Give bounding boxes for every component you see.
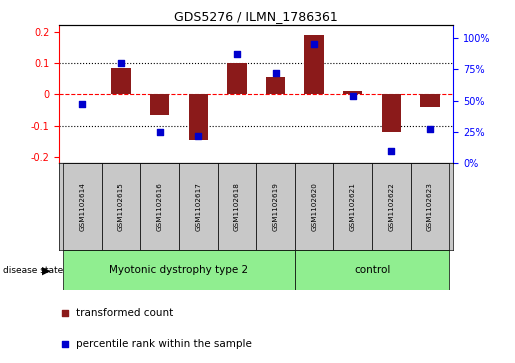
Title: GDS5276 / ILMN_1786361: GDS5276 / ILMN_1786361 — [175, 10, 338, 23]
Bar — [140, 163, 179, 250]
Bar — [63, 163, 102, 250]
Bar — [188, 94, 208, 140]
Bar — [63, 250, 295, 290]
Bar — [111, 68, 131, 94]
Point — [194, 133, 202, 139]
Text: GSM1102614: GSM1102614 — [79, 183, 85, 231]
Text: percentile rank within the sample: percentile rank within the sample — [76, 339, 252, 349]
Text: GSM1102616: GSM1102616 — [157, 183, 163, 231]
Bar — [410, 163, 449, 250]
Text: GSM1102619: GSM1102619 — [272, 183, 279, 231]
Point — [387, 148, 396, 154]
Bar — [295, 250, 449, 290]
Point — [117, 60, 125, 66]
Text: GSM1102617: GSM1102617 — [195, 183, 201, 231]
Text: GSM1102615: GSM1102615 — [118, 183, 124, 231]
Text: GSM1102620: GSM1102620 — [311, 183, 317, 231]
Bar — [295, 163, 334, 250]
Point — [233, 51, 241, 57]
Point — [156, 129, 164, 135]
Point — [426, 127, 434, 132]
Text: control: control — [354, 265, 390, 276]
Text: GSM1102622: GSM1102622 — [388, 183, 394, 231]
Bar — [304, 35, 324, 94]
Bar — [420, 94, 440, 107]
Bar — [217, 163, 256, 250]
Bar — [334, 163, 372, 250]
Text: ▶: ▶ — [42, 265, 50, 276]
Point — [243, 185, 251, 191]
Bar — [227, 63, 247, 94]
Bar — [256, 163, 295, 250]
Text: transformed count: transformed count — [76, 308, 173, 318]
Point — [271, 70, 280, 76]
Text: Myotonic dystrophy type 2: Myotonic dystrophy type 2 — [109, 265, 249, 276]
Point — [310, 41, 318, 47]
Bar — [150, 94, 169, 115]
Point — [78, 102, 87, 107]
Bar — [372, 163, 410, 250]
Text: disease state: disease state — [3, 266, 63, 275]
Text: GSM1102618: GSM1102618 — [234, 183, 240, 231]
Point — [349, 93, 357, 98]
Text: GSM1102623: GSM1102623 — [427, 183, 433, 231]
Bar — [382, 94, 401, 132]
Bar — [102, 163, 140, 250]
Bar — [266, 77, 285, 94]
Text: GSM1102621: GSM1102621 — [350, 183, 356, 231]
Bar — [179, 163, 217, 250]
Bar — [343, 91, 363, 94]
